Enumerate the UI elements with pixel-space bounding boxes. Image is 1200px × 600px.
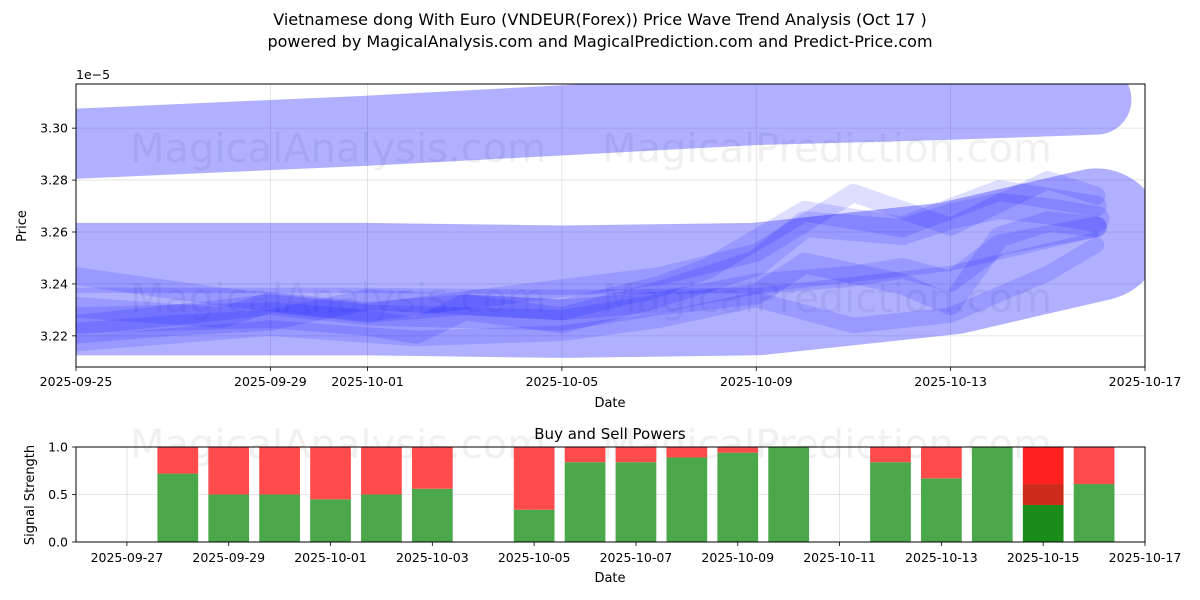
sell-bar xyxy=(361,447,402,495)
price-band-3 xyxy=(76,180,1107,329)
bottom-x-ticks: 2025-09-27 2025-09-29 2025-10-01 2025-10-03… xyxy=(91,542,1182,565)
buy-bar xyxy=(615,462,657,542)
top-plot-frame xyxy=(75,83,1146,368)
top-y-tick-label: 3.22 xyxy=(40,328,68,343)
top-y-axis-label: Price xyxy=(15,210,30,242)
buy-bar xyxy=(157,473,199,542)
bottom-x-tick-label: 2025-10-17 xyxy=(1109,550,1182,565)
bottom-x-tick-label: 2025-10-09 xyxy=(701,550,774,565)
price-band-0 xyxy=(76,84,1132,179)
buy-bar xyxy=(1022,504,1064,542)
sell-bar xyxy=(1073,447,1115,485)
top-x-tick-label: 2025-09-29 xyxy=(234,374,307,389)
bottom-bars xyxy=(157,447,1115,542)
buy-bar xyxy=(1073,484,1115,542)
watermark-prediction-mid: MagicalPrediction.com xyxy=(602,276,1052,322)
sell-bar xyxy=(564,447,606,463)
buy-bar xyxy=(361,494,402,542)
bottom-y-tick-label: 1.0 xyxy=(48,440,68,455)
sell-bar xyxy=(666,447,708,458)
sell-bar xyxy=(1022,484,1064,505)
sell-bar xyxy=(717,447,759,453)
sell-bar xyxy=(870,447,911,463)
top-x-tick-label: 2025-10-09 xyxy=(720,374,793,389)
top-x-axis-label: Date xyxy=(594,396,625,411)
bottom-x-tick-label: 2025-10-07 xyxy=(600,550,673,565)
buy-bar xyxy=(208,494,250,542)
bottom-x-tick-label: 2025-09-27 xyxy=(91,550,164,565)
buy-bar xyxy=(310,499,351,542)
price-band-8 xyxy=(76,231,1100,295)
sell-bar xyxy=(259,447,300,495)
sell-bar xyxy=(411,447,453,489)
sell-bar xyxy=(615,447,657,463)
watermark-analysis-mid: MagicalAnalysis.com xyxy=(130,276,546,322)
bottom-y-ticks: 0.0 0.5 1.0 xyxy=(48,440,76,550)
bottom-chart-title: Buy and Sell Powers xyxy=(534,425,686,443)
top-y-tick-label: 3.30 xyxy=(40,121,68,136)
top-x-tick-label: 2025-10-01 xyxy=(331,374,404,389)
watermark-analysis-top: MagicalAnalysis.com xyxy=(130,126,546,172)
price-band-1 xyxy=(76,168,1145,358)
bottom-y-tick-label: 0.5 xyxy=(48,487,68,502)
price-band-4 xyxy=(76,216,1107,344)
buy-bar xyxy=(971,447,1013,542)
sell-bar xyxy=(1022,447,1064,485)
chart-subtitle: powered by MagicalAnalysis.com and Magic… xyxy=(267,32,933,51)
top-y-tick-label: 3.26 xyxy=(40,224,68,239)
sell-bar xyxy=(921,447,962,479)
top-x-tick-label: 2025-10-13 xyxy=(914,374,987,389)
top-watermarks: MagicalAnalysis.com MagicalPrediction.co… xyxy=(130,126,1052,322)
top-x-ticks: 2025-09-25 2025-09-29 2025-10-01 2025-10-05… xyxy=(40,367,1182,389)
y-exponent-label: 1e−5 xyxy=(76,67,110,82)
price-band-6 xyxy=(76,237,1105,352)
bottom-x-tick-label: 2025-10-01 xyxy=(294,550,367,565)
buy-bar xyxy=(411,488,453,542)
buy-bar xyxy=(513,509,555,542)
chart-title: Vietnamese dong With Euro (VNDEUR(Forex)… xyxy=(273,10,927,29)
top-x-tick-label: 2025-10-17 xyxy=(1109,374,1182,389)
bottom-y-axis-label: Signal Strength xyxy=(23,445,38,545)
buy-bar xyxy=(564,462,606,542)
bottom-x-tick-label: 2025-10-11 xyxy=(803,550,876,565)
top-x-tick-label: 2025-09-25 xyxy=(40,374,113,389)
bottom-x-tick-label: 2025-10-13 xyxy=(905,550,978,565)
bottom-x-tick-label: 2025-10-05 xyxy=(498,550,571,565)
bottom-x-tick-label: 2025-09-29 xyxy=(192,550,265,565)
top-x-tick-label: 2025-10-05 xyxy=(526,374,599,389)
price-band-7 xyxy=(76,170,1106,322)
top-bands xyxy=(76,84,1145,358)
bottom-y-tick-label: 0.0 xyxy=(48,535,68,550)
sell-bar xyxy=(513,447,555,510)
sell-bar xyxy=(157,447,199,474)
sell-bar xyxy=(310,447,351,500)
price-band-5 xyxy=(76,211,1107,336)
top-y-tick-label: 3.24 xyxy=(40,276,68,291)
price-band-2 xyxy=(76,193,1110,344)
buy-bar xyxy=(870,462,911,542)
bottom-x-tick-label: 2025-10-15 xyxy=(1007,550,1080,565)
bottom-x-tick-label: 2025-10-03 xyxy=(396,550,469,565)
buy-bar xyxy=(717,452,759,542)
bottom-x-axis-label: Date xyxy=(594,571,625,586)
buy-bar xyxy=(666,457,708,542)
buy-bar xyxy=(768,447,810,542)
sell-bar xyxy=(208,447,250,495)
top-y-ticks: 3.22 3.24 3.26 3.28 3.30 xyxy=(40,121,76,343)
top-y-tick-label: 3.28 xyxy=(40,173,68,188)
buy-bar xyxy=(921,478,962,542)
watermark-prediction-top: MagicalPrediction.com xyxy=(602,126,1052,172)
buy-bar xyxy=(259,494,300,542)
